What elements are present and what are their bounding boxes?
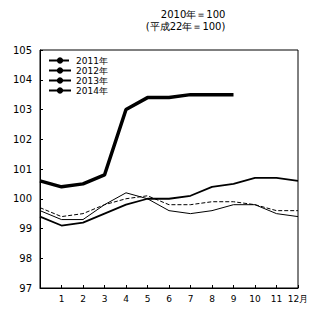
svg-text:11: 11 xyxy=(271,294,282,304)
svg-text:2013年: 2013年 xyxy=(76,76,108,86)
svg-text:7: 7 xyxy=(188,294,194,304)
svg-text:104: 104 xyxy=(13,74,32,85)
svg-text:100: 100 xyxy=(13,193,32,204)
svg-text:6: 6 xyxy=(166,294,172,304)
svg-text:1: 1 xyxy=(59,294,65,304)
svg-text:98: 98 xyxy=(19,253,32,264)
svg-text:5: 5 xyxy=(145,294,151,304)
svg-text:99: 99 xyxy=(19,223,32,234)
svg-text:101: 101 xyxy=(13,164,32,175)
svg-text:2014年: 2014年 xyxy=(76,86,108,96)
svg-text:102: 102 xyxy=(13,134,32,145)
svg-text:103: 103 xyxy=(13,104,32,115)
svg-text:2010年＝100: 2010年＝100 xyxy=(161,9,226,20)
svg-text:9: 9 xyxy=(231,294,237,304)
svg-text:2012年: 2012年 xyxy=(76,66,108,76)
svg-text:3: 3 xyxy=(102,294,108,304)
svg-text:4: 4 xyxy=(123,294,129,304)
svg-text:97: 97 xyxy=(19,283,32,294)
svg-text:12月: 12月 xyxy=(288,294,308,304)
svg-text:2: 2 xyxy=(80,294,86,304)
svg-text:105: 105 xyxy=(13,45,32,56)
svg-text:10: 10 xyxy=(249,294,261,304)
svg-text:2011年: 2011年 xyxy=(76,56,108,66)
svg-text:8: 8 xyxy=(209,294,215,304)
svg-text:(平成22年＝100): (平成22年＝100) xyxy=(146,21,226,32)
